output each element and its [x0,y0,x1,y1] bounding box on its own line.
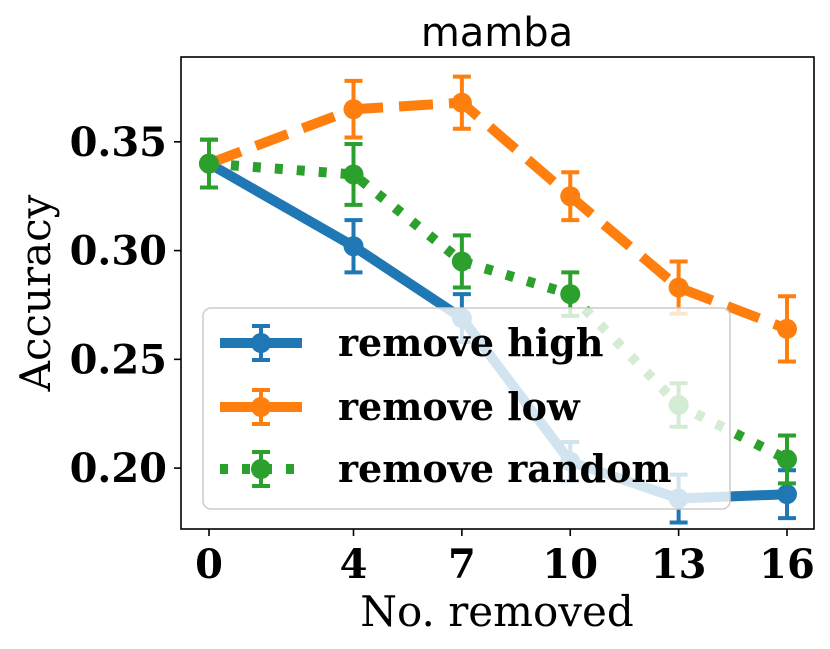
x-tick-label: 13 [651,541,707,588]
data-point [777,449,797,470]
x-tick-label: 10 [542,541,598,588]
legend-label: remove high [338,320,604,365]
legend-entry-remove-high: remove high [220,320,604,365]
series-line [207,97,789,334]
y-tick-label: 0.20 [70,445,167,492]
data-point [343,236,364,257]
data-point [668,277,689,298]
x-tick-label: 4 [340,541,368,588]
ticks-layer: 0 4 7 10 13 16 0.20 0.25 0.30 0.35 [70,119,815,588]
data-point [451,92,472,113]
x-tick-label: 0 [195,541,223,588]
y-axis-title: Accuracy [11,194,60,392]
legend-label: remove low [338,384,581,429]
x-tick-label: 16 [759,541,815,588]
plot-frame [180,56,815,530]
data-point [777,318,797,339]
y-tick-label: 0.30 [70,228,167,275]
legend: remove high remove low remove random [202,307,731,510]
y-tick-label: 0.35 [70,119,167,166]
data-point [560,284,581,305]
data-point [777,484,797,505]
data-point [343,164,364,185]
x-tick-label: 7 [448,541,476,588]
series-remove-low [199,74,797,364]
legend-entry-remove-random: remove random [220,446,672,491]
data-point [199,153,219,174]
legend-marker [251,333,271,353]
y-tick-label: 0.25 [70,336,167,383]
legend-box [202,307,731,510]
data-point [343,99,364,120]
chart-title: mamba [421,10,573,56]
data-point [451,251,472,272]
legend-entry-remove-low: remove low [220,384,581,429]
legend-label: remove random [338,446,672,491]
legend-marker [251,459,271,479]
legend-marker [251,397,271,417]
data-point [560,186,581,207]
x-axis-title: No. removed [360,587,634,636]
